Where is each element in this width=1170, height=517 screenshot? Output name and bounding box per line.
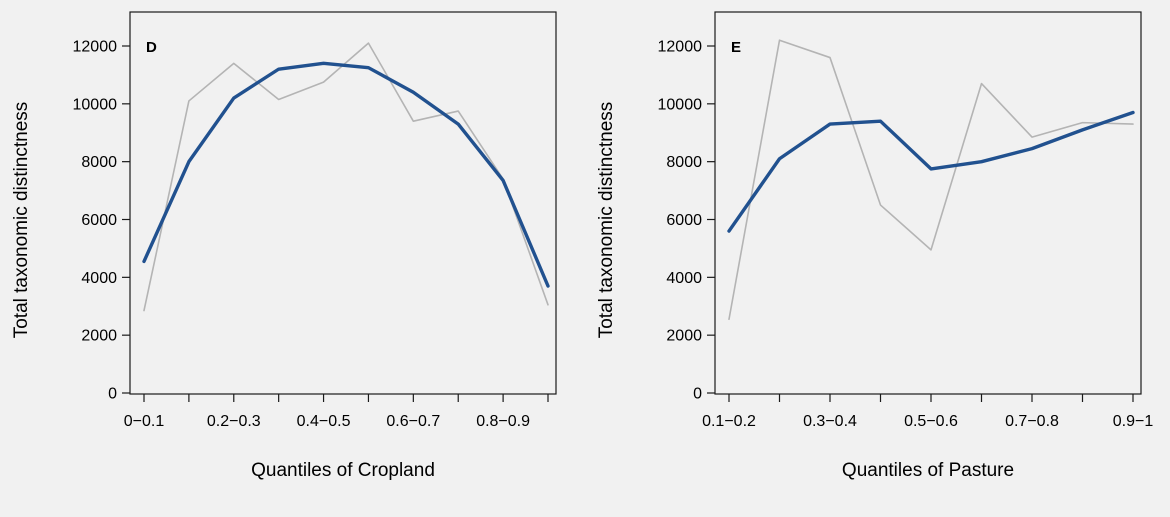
x-axis-tick-label: 0.8−0.9 <box>476 413 530 430</box>
y-axis-tick-label: 10000 <box>658 96 703 113</box>
y-axis-tick-label: 0 <box>693 386 702 403</box>
raw-quantile-values-line <box>728 39 1134 321</box>
x-axis-title: Quantiles of Pasture <box>842 460 1014 481</box>
x-axis-tick-label: 0−0.1 <box>124 413 165 430</box>
y-axis-tick-label: 12000 <box>658 39 703 56</box>
panel-label: D <box>146 39 157 56</box>
x-axis-tick-label: 0.7−0.8 <box>1005 413 1059 430</box>
chart-panel-pasture: 0 2000 4000 6000 8000 10000 12000 0.1−0.2 0.3−0.… <box>585 0 1170 517</box>
pasture-chart-svg: 0 2000 4000 6000 8000 10000 12000 0.1−0.2 0.3−0.… <box>596 11 1154 481</box>
plot-frame <box>129 11 557 395</box>
y-axis-tick-label: 8000 <box>666 154 702 171</box>
y-axis-tick-label: 2000 <box>666 328 702 345</box>
y-axis-title: Total taxonomic distinctness <box>596 102 617 339</box>
y-axis-tick-label: 4000 <box>81 270 117 287</box>
y-axis-tick-label: 0 <box>108 386 117 403</box>
plot-frame <box>714 11 1142 395</box>
x-axis-tick-label: 0.4−0.5 <box>297 413 351 430</box>
raw-quantile-values-line <box>143 42 549 312</box>
x-axis-tick-label: 0.1−0.2 <box>702 413 756 430</box>
x-axis-tick-label: 0.3−0.4 <box>803 413 857 430</box>
x-axis-title: Quantiles of Cropland <box>251 460 435 481</box>
chart-panel-cropland: 0 2000 4000 6000 8000 10000 12000 0−0.1 0.2−0.3 0… <box>11 11 557 481</box>
y-axis-tick-label: 2000 <box>81 328 117 345</box>
smoothed-trend-line <box>727 110 1135 233</box>
y-axis-tick-label: 10000 <box>73 96 118 113</box>
cropland-chart-svg: 0 2000 4000 6000 8000 10000 12000 0−0.1 0.2−0.3 0… <box>11 11 557 481</box>
smoothed-trend-line <box>142 61 550 288</box>
panel-label: E <box>731 39 741 56</box>
y-axis-tick-label: 4000 <box>666 270 702 287</box>
y-axis-tick-label: 8000 <box>81 154 117 171</box>
x-axis-tick-label: 0.9−1 <box>1113 413 1154 430</box>
x-axis-tick-label: 0.2−0.3 <box>207 413 261 430</box>
y-axis-tick-label: 6000 <box>666 212 702 229</box>
y-axis-tick-label: 12000 <box>73 39 118 56</box>
y-axis-title: Total taxonomic distinctness <box>11 102 32 339</box>
x-axis-tick-label: 0.6−0.7 <box>386 413 440 430</box>
x-axis-tick-label: 0.5−0.6 <box>904 413 958 430</box>
y-axis-tick-label: 6000 <box>81 212 117 229</box>
